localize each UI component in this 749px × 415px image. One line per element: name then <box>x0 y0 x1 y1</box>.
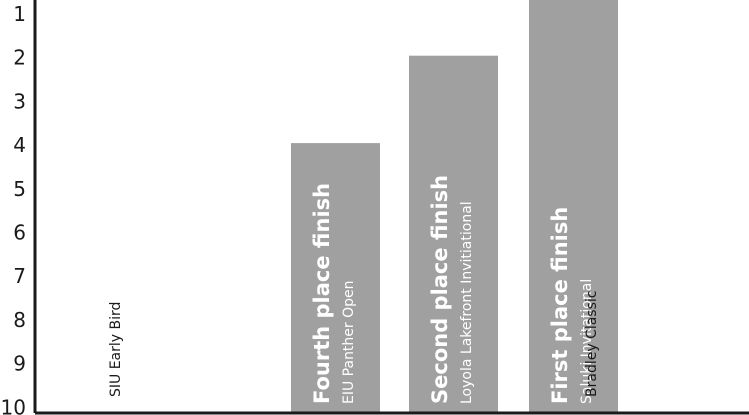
bar <box>529 0 618 412</box>
event-label: Loyola Lakefront Invitiational <box>459 201 475 404</box>
event-label: SIU Early Bird <box>108 302 124 397</box>
y-tick-label: 7 <box>13 264 26 288</box>
event-label: Bradley Classic <box>584 291 600 397</box>
y-tick-label: 9 <box>13 352 26 376</box>
y-axis-ticks: 1 2 3 4 5 6 7 8 9 10 <box>1 2 26 415</box>
y-tick-label: 4 <box>13 133 26 157</box>
y-tick-label: 1 <box>13 2 26 26</box>
y-tick-label: 2 <box>13 46 26 70</box>
bar <box>291 143 380 412</box>
finish-label: Fourth place finish <box>310 183 334 404</box>
event-label: EIU Panther Open <box>341 280 357 404</box>
y-tick-label: 6 <box>13 221 26 245</box>
event-label: Saluki Invitational <box>579 279 595 404</box>
bars <box>291 0 618 412</box>
finish-label: Second place finish <box>428 175 452 404</box>
finish-label: First place finish <box>548 207 572 404</box>
y-tick-label: 5 <box>13 177 26 201</box>
bar <box>409 55 498 412</box>
y-tick-label: 8 <box>13 308 26 332</box>
y-tick-label: 10 <box>1 395 26 415</box>
bar-labels: SIU Early Bird Fourth place finish EIU Pan… <box>108 175 600 404</box>
y-tick-label: 3 <box>13 89 26 113</box>
